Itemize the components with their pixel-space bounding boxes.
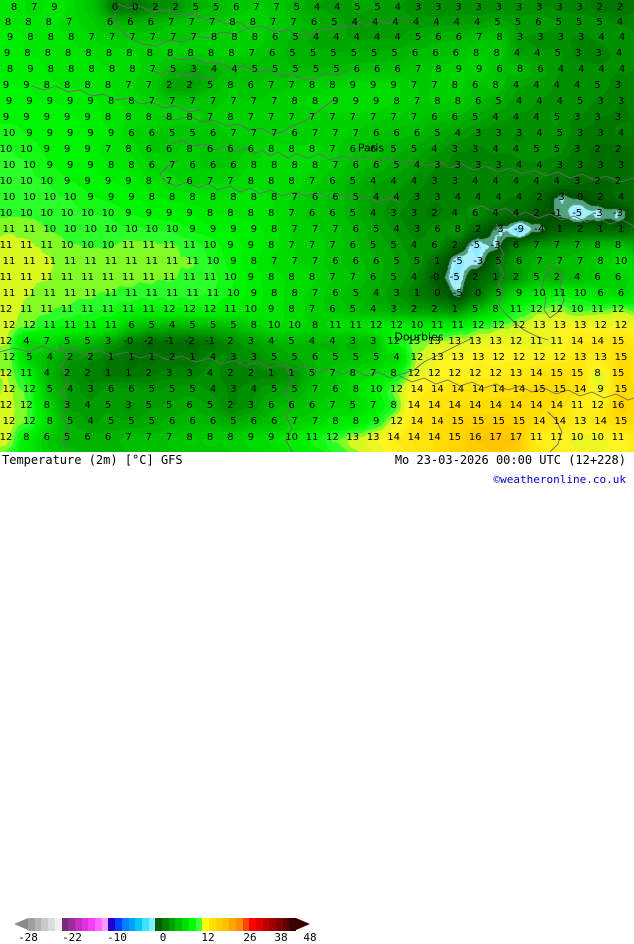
colorbar-swatch xyxy=(121,918,129,931)
colorbar-tick-labels: -28 -22 -10 0 12 26 38 48 xyxy=(0,931,330,944)
copyright-notice: ©weatheronline.co.uk xyxy=(493,473,626,486)
colorbar-swatch xyxy=(28,918,35,931)
colorbar-swatch xyxy=(202,918,209,931)
colorbar-left-arrow-icon xyxy=(14,918,28,930)
colorbar-swatch xyxy=(74,918,82,931)
colorbar-swatch xyxy=(235,918,243,931)
colorbar-swatch xyxy=(255,918,263,931)
city-label: Dourbies xyxy=(394,330,444,344)
colorbar-swatch xyxy=(215,918,223,931)
colorbar-swatch xyxy=(95,918,102,931)
temperature-heatmap-canvas[interactable] xyxy=(0,0,634,452)
colorbar-swatch xyxy=(41,918,49,931)
colorbar-swatch xyxy=(162,918,169,931)
colorbar-swatch xyxy=(229,918,236,931)
colorbar-swatch xyxy=(276,918,283,931)
city-label-layer: Paris Dourbies xyxy=(0,0,634,452)
colorbar-swatch xyxy=(141,918,149,931)
colorbar-swatch xyxy=(148,918,156,931)
legend-title: Temperature (2m) [°C] GFS xyxy=(2,453,183,467)
colorbar-swatch xyxy=(269,918,277,931)
footer-bar: Temperature (2m) [°C] GFS Mo 23-03-2026 … xyxy=(0,452,634,944)
colorbar-swatch xyxy=(108,918,116,931)
colorbar-swatch xyxy=(88,918,96,931)
colorbar-swatch xyxy=(81,918,89,931)
colorbar-swatch xyxy=(222,918,230,931)
colorbar-swatch xyxy=(68,918,75,931)
colorbar-swatch xyxy=(182,918,189,931)
colorbar-swatch xyxy=(175,918,183,931)
colorbar-swatch xyxy=(128,918,136,931)
colorbar-tick-label: 48 xyxy=(303,931,317,944)
colorbar-swatch xyxy=(282,918,290,931)
colorbar-wrap xyxy=(14,918,316,931)
colorbar-swatch xyxy=(135,918,142,931)
colorbar-swatch xyxy=(262,918,270,931)
colorbar-tick-label: -22 xyxy=(62,931,82,944)
colorbar-tick-label: 12 xyxy=(201,931,215,944)
colorbar-swatch xyxy=(242,918,250,931)
temperature-colorbar xyxy=(28,918,297,931)
colorbar-swatch xyxy=(168,918,176,931)
model-run-info: Mo 23-03-2026 00:00 UTC (12+228) xyxy=(394,453,626,467)
colorbar-swatch xyxy=(115,918,122,931)
colorbar-swatch xyxy=(195,918,203,931)
colorbar-tick-label: -10 xyxy=(107,931,127,944)
colorbar-swatch xyxy=(48,918,55,931)
colorbar-swatch xyxy=(61,918,69,931)
colorbar-swatch xyxy=(155,918,163,931)
colorbar-tick-label: 38 xyxy=(274,931,288,944)
colorbar-swatch xyxy=(249,918,256,931)
colorbar-right-arrow-icon xyxy=(296,918,310,930)
city-label: Paris xyxy=(357,141,385,155)
colorbar-swatch xyxy=(34,918,42,931)
coastline-borders-layer xyxy=(0,3,634,452)
colorbar-swatch xyxy=(208,918,216,931)
colorbar-tick-label: 26 xyxy=(243,931,257,944)
colorbar-tick-label: -28 xyxy=(18,931,38,944)
colorbar-swatch xyxy=(54,918,62,931)
colorbar-tick-label: 0 xyxy=(159,931,167,944)
colorbar-swatch xyxy=(101,918,109,931)
colorbar-swatch xyxy=(188,918,196,931)
